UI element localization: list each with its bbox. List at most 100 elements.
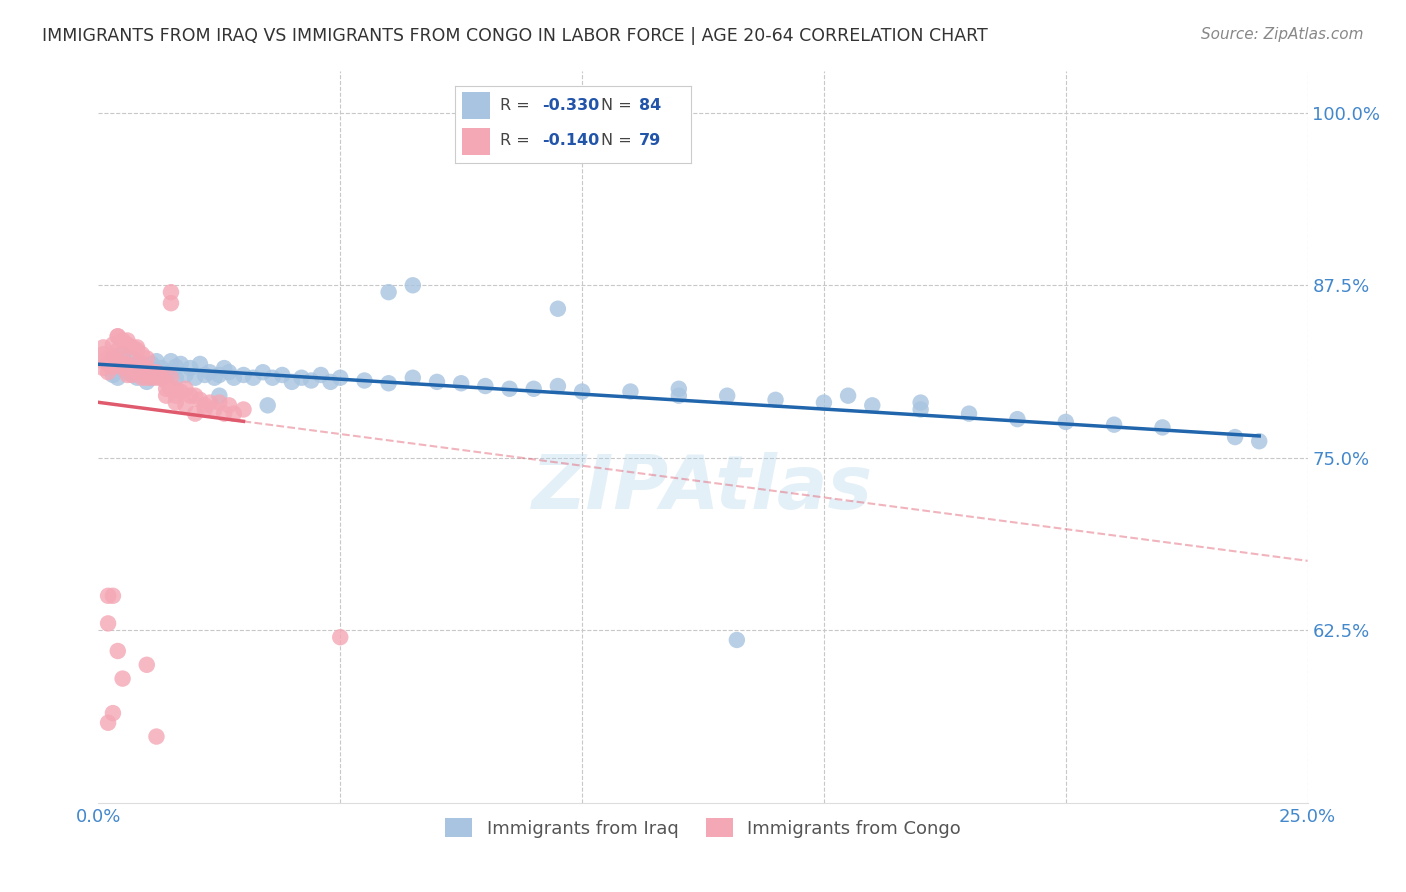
Point [97, 351, 120, 366]
Point [1152, 420, 1174, 434]
Point [101, 349, 124, 363]
Point [91, 354, 114, 368]
Point [160, 296, 183, 310]
Text: Source: ZipAtlas.com: Source: ZipAtlas.com [1201, 27, 1364, 42]
Point [813, 395, 835, 409]
Point [194, 398, 217, 412]
Point [498, 382, 520, 396]
Point [121, 368, 143, 382]
Point [150, 361, 173, 376]
Point [329, 370, 352, 384]
Point [117, 357, 139, 371]
Point [145, 370, 167, 384]
Point [218, 398, 240, 412]
Point [426, 375, 449, 389]
Point [91, 340, 114, 354]
Point [121, 340, 143, 354]
Point [117, 334, 139, 348]
Point [155, 375, 177, 389]
Point [141, 365, 163, 379]
Point [145, 365, 167, 379]
Point [256, 398, 278, 412]
Point [271, 368, 294, 382]
Point [117, 337, 139, 351]
Point [1102, 417, 1125, 432]
Point [121, 361, 143, 376]
Point [131, 368, 153, 382]
Point [169, 357, 191, 371]
Point [135, 375, 157, 389]
Point [145, 365, 167, 379]
Point [160, 370, 183, 384]
Point [222, 370, 245, 384]
Point [262, 370, 284, 384]
Point [101, 368, 124, 382]
Point [668, 389, 690, 403]
Point [135, 361, 157, 376]
Point [155, 382, 177, 396]
Point [107, 357, 129, 371]
Point [160, 354, 183, 368]
Point [131, 347, 153, 361]
Point [141, 370, 163, 384]
Point [329, 630, 352, 644]
Point [910, 395, 932, 409]
Point [222, 407, 245, 421]
Point [107, 644, 129, 658]
Point [150, 368, 173, 382]
Point [107, 354, 129, 368]
Point [523, 382, 546, 396]
Point [127, 357, 149, 371]
Point [101, 351, 124, 366]
Point [474, 379, 496, 393]
Point [837, 389, 859, 403]
Point [571, 384, 593, 399]
Point [242, 370, 264, 384]
Point [402, 370, 425, 384]
Point [117, 368, 139, 382]
Point [165, 370, 187, 384]
Point [547, 379, 569, 393]
Point [319, 375, 342, 389]
Point [668, 382, 690, 396]
Point [160, 382, 183, 396]
Point [160, 365, 183, 379]
Point [174, 398, 197, 412]
Point [111, 347, 134, 361]
Point [141, 370, 163, 384]
Point [194, 402, 217, 417]
Point [165, 359, 187, 374]
Point [141, 357, 163, 371]
Point [127, 343, 149, 358]
Point [188, 392, 211, 407]
Point [97, 616, 120, 631]
Point [165, 395, 187, 409]
Point [716, 389, 738, 403]
Point [165, 389, 187, 403]
Point [377, 376, 399, 391]
Point [218, 365, 240, 379]
Point [353, 374, 375, 388]
Point [101, 337, 124, 351]
Point [111, 351, 134, 366]
Point [127, 365, 149, 379]
Point [135, 365, 157, 379]
Point [101, 359, 124, 374]
Point [91, 347, 114, 361]
Point [97, 715, 120, 730]
Point [121, 351, 143, 366]
Point [619, 384, 641, 399]
Point [179, 361, 201, 376]
Point [450, 376, 472, 391]
Point [194, 368, 217, 382]
Point [547, 301, 569, 316]
Point [107, 343, 129, 358]
Point [957, 407, 980, 421]
Point [117, 357, 139, 371]
Point [117, 365, 139, 379]
Point [169, 384, 191, 399]
Point [377, 285, 399, 300]
Point [765, 392, 787, 407]
Point [208, 395, 231, 409]
Point [111, 357, 134, 371]
